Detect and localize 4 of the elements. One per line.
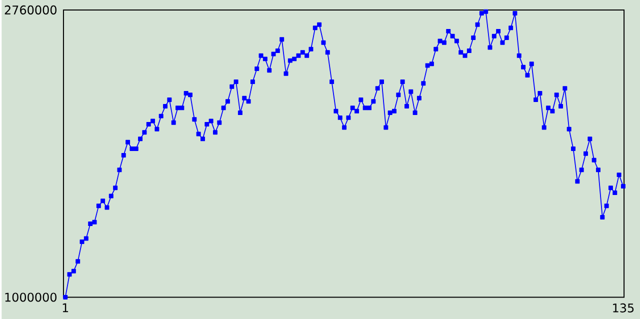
y-tick-label: 1000000 [5,292,56,302]
x-tick-label: 1 [62,303,68,312]
x-tick-label: 135 [613,303,634,312]
y-tick-label: 2760000 [4,5,56,14]
